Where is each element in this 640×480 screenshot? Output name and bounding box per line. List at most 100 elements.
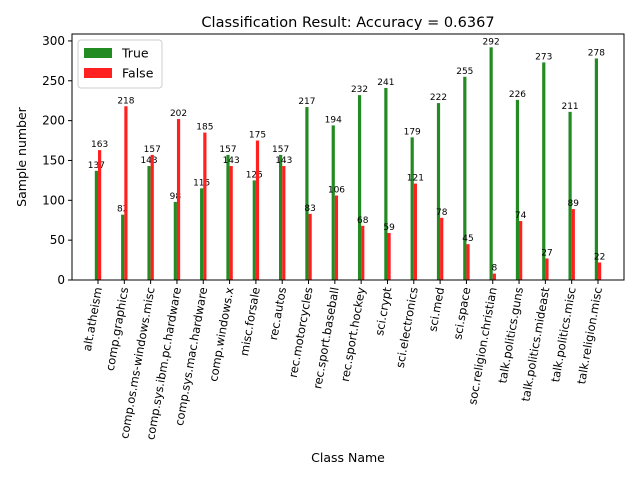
x-tick-label: misc.forsale [237,286,263,357]
value-label: 232 [351,85,368,95]
value-label: 121 [407,174,424,184]
x-tick-label: talk.politics.mideast [518,286,552,403]
y-tick-label: 50 [50,233,65,247]
bar [229,166,233,280]
value-label: 68 [357,216,369,226]
legend-label: True [121,46,149,61]
value-label: 78 [436,208,448,218]
x-tick-label: rec.motorcycles [286,286,316,379]
x-tick-label: sci.crypt [372,286,394,337]
bar [387,232,391,280]
bar [515,99,520,280]
x-tick-label: rec.sport.hockey [338,286,368,383]
x-tick-label: sci.electronics [393,286,421,369]
bar [200,188,204,280]
legend: True False [77,39,163,89]
value-label: 222 [430,93,447,103]
x-tick-label: sci.space [450,286,473,341]
value-label: 175 [249,131,266,141]
value-label: 157 [219,145,236,155]
y-tick-label: 300 [42,34,65,48]
value-label: 83 [304,204,315,214]
bar [121,214,125,280]
bar [571,209,575,280]
bar [492,273,496,280]
x-tick-label: talk.politics.guns [495,286,526,384]
value-label: 8 [491,264,497,274]
value-label: 45 [462,234,473,244]
bar [252,180,256,280]
y-tick-label: 0 [57,273,65,287]
bar [255,140,260,280]
y-tick-label: 150 [42,153,65,167]
value-label: 98 [170,192,182,202]
bar [519,221,523,280]
bar [124,106,128,280]
bar [440,217,444,280]
y-tick-label: 250 [42,74,65,88]
value-label: 163 [91,140,108,150]
bar [436,103,441,280]
bar [279,154,283,280]
value-label: 157 [144,145,161,155]
x-tick-label: comp.windows.x [206,286,236,383]
legend-swatch [84,48,112,58]
value-label: 241 [377,78,394,88]
value-label: 82 [117,205,128,215]
value-label: 59 [383,223,395,233]
bar [331,125,335,280]
bar [98,150,102,280]
value-label: 292 [483,37,500,47]
x-tick-label: sci.med [426,286,448,333]
y-tick-label: 100 [42,193,65,207]
y-axis-label: Sample number [14,106,29,206]
bar [598,262,602,280]
value-label: 115 [193,178,210,188]
value-label: 143 [275,156,292,166]
value-label: 125 [246,170,263,180]
value-label: 74 [515,211,527,221]
bar [410,137,414,280]
bar [545,258,549,280]
bar [282,166,286,280]
bar [94,170,98,280]
value-label: 137 [88,161,105,171]
bar [173,201,177,280]
value-label: 89 [568,199,580,209]
value-label: 217 [298,97,315,107]
value-label: 27 [541,248,552,258]
bar [466,244,470,280]
value-label: 157 [272,145,289,155]
chart-title: Classification Result: Accuracy = 0.6367 [201,15,494,31]
bar [384,87,388,280]
bar [176,119,181,280]
bar [150,154,154,280]
x-tick-label: talk.politics.misc [548,286,578,383]
bar [413,183,417,280]
value-label: 106 [328,186,345,196]
bar [463,76,467,280]
bar [226,154,230,280]
x-tick-label: alt.atheism [80,286,105,352]
bar [489,47,493,280]
value-label: 202 [170,109,187,119]
axes-frame [71,33,625,281]
bar [147,166,151,280]
bar [334,195,339,280]
bar [357,95,362,280]
value-label: 22 [594,252,605,262]
bar [568,111,572,280]
value-label: 143 [223,156,240,166]
value-label: 218 [117,96,134,106]
legend-box [77,39,163,89]
value-label: 143 [140,156,157,166]
value-label: 179 [404,127,421,137]
bar [308,213,312,280]
legend-label: False [122,66,154,81]
bar [361,225,365,280]
x-tick-label: comp.graphics [103,286,131,372]
value-label: 185 [196,123,213,133]
value-label: 273 [535,52,552,62]
bar [594,58,598,281]
